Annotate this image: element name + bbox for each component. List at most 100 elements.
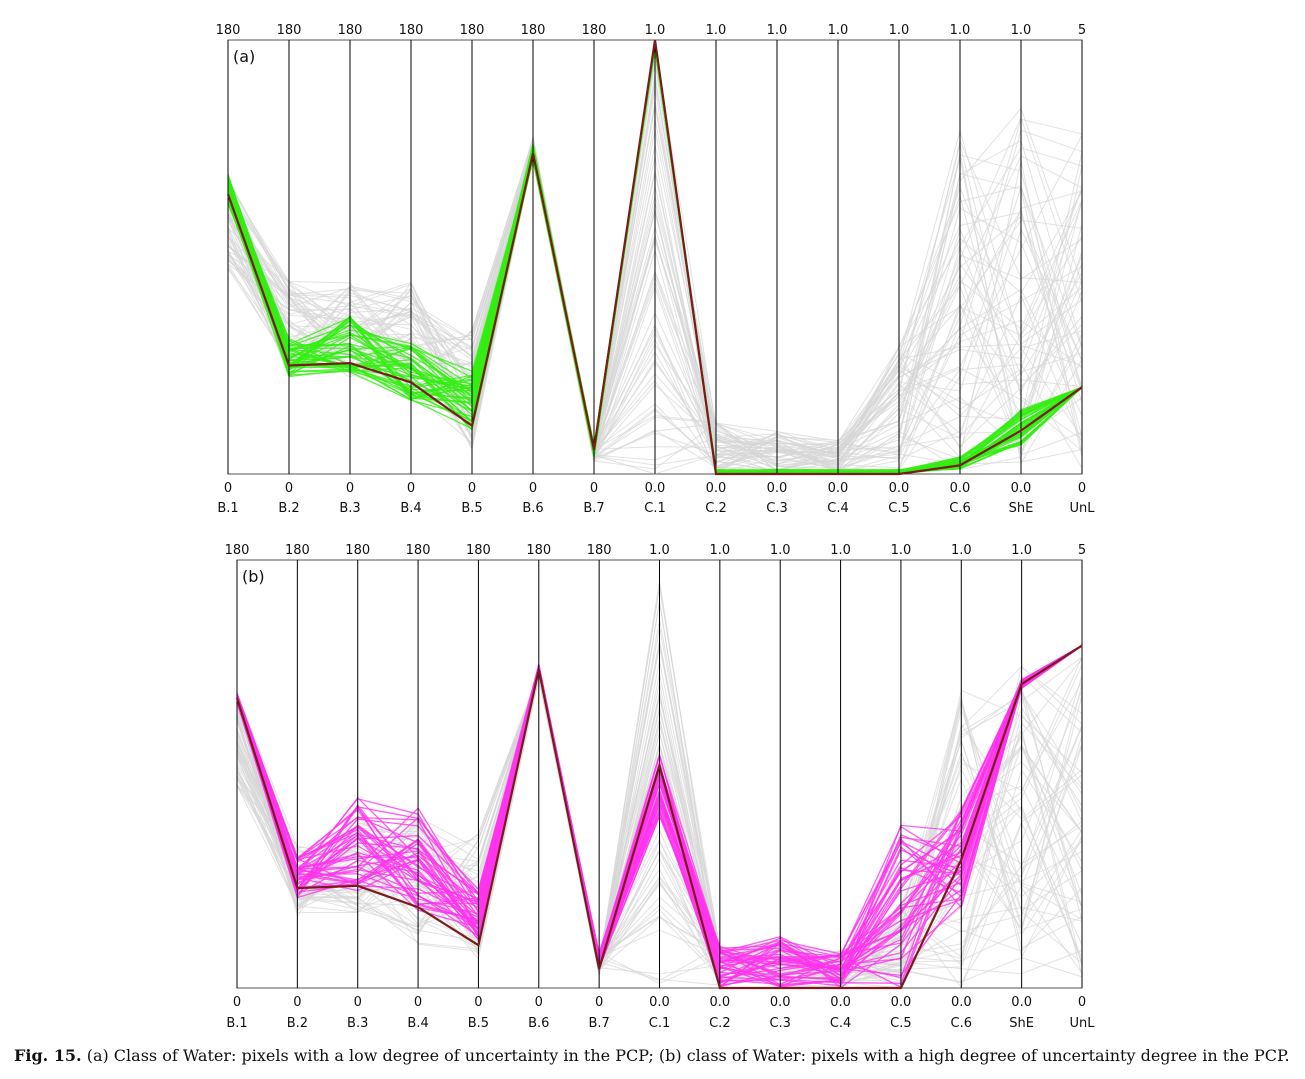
axis-max-label: 180 (406, 543, 431, 558)
axis-min-label: 0 (414, 995, 422, 1010)
axis-max-label: 1.0 (767, 23, 788, 38)
axis-name-label: C.5 (888, 501, 909, 516)
axis-max-label: 180 (277, 23, 302, 38)
axis-max-label: 1.0 (828, 23, 849, 38)
axis-name-label: C.3 (766, 501, 787, 516)
axis-name-label: C.2 (705, 501, 726, 516)
axis-name-label: C.3 (769, 1016, 790, 1031)
axis-min-label: 0.0 (706, 481, 727, 496)
axis-min-label: 0.0 (830, 995, 851, 1010)
axis-max-label: 5 (1078, 23, 1086, 38)
axis-name-label: B.3 (347, 1016, 368, 1031)
axis-max-label: 1.0 (1011, 23, 1032, 38)
axis-name-label: B.6 (522, 501, 543, 516)
axis-min-label: 0.0 (950, 481, 971, 496)
axis-max-label: 180 (526, 543, 551, 558)
axis-name-label: B.2 (287, 1016, 308, 1031)
axis-min-label: 0 (346, 481, 354, 496)
axis-min-label: 0 (468, 481, 476, 496)
axis-name-label: B.7 (588, 1016, 609, 1031)
axis-max-label: 1.0 (706, 23, 727, 38)
axis-max-label: 1.0 (649, 543, 670, 558)
axis-name-label: C.1 (644, 501, 665, 516)
axis-name-label: C.5 (890, 1016, 911, 1031)
axis-max-label: 180 (345, 543, 370, 558)
axis-min-label: 0 (595, 995, 603, 1010)
axis-min-label: 0.0 (767, 481, 788, 496)
caption-label: Fig. 15. (14, 1046, 82, 1065)
panel-label: (b) (242, 567, 265, 586)
axis-max-label: 1.0 (889, 23, 910, 38)
axis-max-label: 1.0 (1011, 543, 1032, 558)
axis-min-label: 0 (407, 481, 415, 496)
axis-min-label: 0 (224, 481, 232, 496)
axis-min-label: 0 (354, 995, 362, 1010)
axis-name-label: C.4 (827, 501, 848, 516)
axis-name-label: B.5 (461, 501, 482, 516)
axis-name-label: B.6 (528, 1016, 549, 1031)
axis-min-label: 0.0 (645, 481, 666, 496)
axis-name-label: B.2 (278, 501, 299, 516)
axis-max-label: 180 (460, 23, 485, 38)
axis-name-label: UnL (1070, 1016, 1096, 1031)
axis-name-label: ShE (1009, 501, 1034, 516)
axis-max-label: 180 (399, 23, 424, 38)
figure: 180 0 B.1 180 0 B.2 180 0 B.3 180 0 B.4 180 0 B.5 180 0 B… (216, 23, 1096, 1031)
axis-max-label: 180 (216, 23, 241, 38)
axis-max-label: 1.0 (951, 543, 972, 558)
representative-line (226, 39, 1083, 476)
axis-name-label: C.1 (649, 1016, 670, 1031)
figure-caption: Fig. 15. (a) Class of Water: pixels with… (14, 1046, 1299, 1065)
axis-min-label: 0.0 (770, 995, 791, 1010)
axis-name-label: B.3 (339, 501, 360, 516)
axis-max-label: 1.0 (645, 23, 666, 38)
axis-min-label: 0 (529, 481, 537, 496)
axis-min-label: 0 (285, 481, 293, 496)
panel-label: (a) (233, 47, 255, 66)
panel-b: 180 0 B.1 180 0 B.2 180 0 B.3 180 0 B.4 180 0 B.5 180 0 B… (225, 543, 1096, 1031)
axis-name-label: UnL (1070, 501, 1096, 516)
axis-max-label: 1.0 (830, 543, 851, 558)
axis-max-label: 180 (466, 543, 491, 558)
axis-max-label: 180 (587, 543, 612, 558)
axis-name-label: C.4 (830, 1016, 851, 1031)
axis-name-label: B.5 (468, 1016, 489, 1031)
axis-max-label: 180 (582, 23, 607, 38)
axis-name-label: B.1 (217, 501, 238, 516)
axis-min-label: 0.0 (1011, 481, 1032, 496)
axis-name-label: ShE (1009, 1016, 1034, 1031)
axis-name-label: C.2 (709, 1016, 730, 1031)
axis-max-label: 1.0 (710, 543, 731, 558)
representative-line (235, 644, 1083, 990)
axis-min-label: 0.0 (891, 995, 912, 1010)
axis-min-label: 0.0 (649, 995, 670, 1010)
axis-min-label: 0.0 (828, 481, 849, 496)
axis-name-label: C.6 (951, 1016, 972, 1031)
axis-max-label: 180 (521, 23, 546, 38)
axis-min-label: 0 (1078, 481, 1086, 496)
panel-a: 180 0 B.1 180 0 B.2 180 0 B.3 180 0 B.4 180 0 B.5 180 0 B… (216, 23, 1096, 516)
axis-min-label: 0 (535, 995, 543, 1010)
axis-name-label: C.6 (949, 501, 970, 516)
axis-name-label: B.1 (226, 1016, 247, 1031)
axis-min-label: 0.0 (710, 995, 731, 1010)
caption-text: (a) Class of Water: pixels with a low de… (81, 1046, 1290, 1065)
axis-name-label: B.4 (400, 501, 421, 516)
axis-min-label: 0 (590, 481, 598, 496)
axis-max-label: 180 (285, 543, 310, 558)
axis-min-label: 0.0 (1011, 995, 1032, 1010)
axis-min-label: 0.0 (951, 995, 972, 1010)
axis-max-label: 1.0 (770, 543, 791, 558)
axis-max-label: 180 (225, 543, 250, 558)
axis-name-label: B.7 (583, 501, 604, 516)
axis-min-label: 0 (1078, 995, 1086, 1010)
axis-max-label: 180 (338, 23, 363, 38)
axis-min-label: 0 (474, 995, 482, 1010)
axis-min-label: 0 (293, 995, 301, 1010)
axis-max-label: 5 (1078, 543, 1086, 558)
axis-min-label: 0 (233, 995, 241, 1010)
axis-max-label: 1.0 (950, 23, 971, 38)
axis-min-label: 0.0 (889, 481, 910, 496)
axis-name-label: B.4 (407, 1016, 428, 1031)
axis-max-label: 1.0 (891, 543, 912, 558)
